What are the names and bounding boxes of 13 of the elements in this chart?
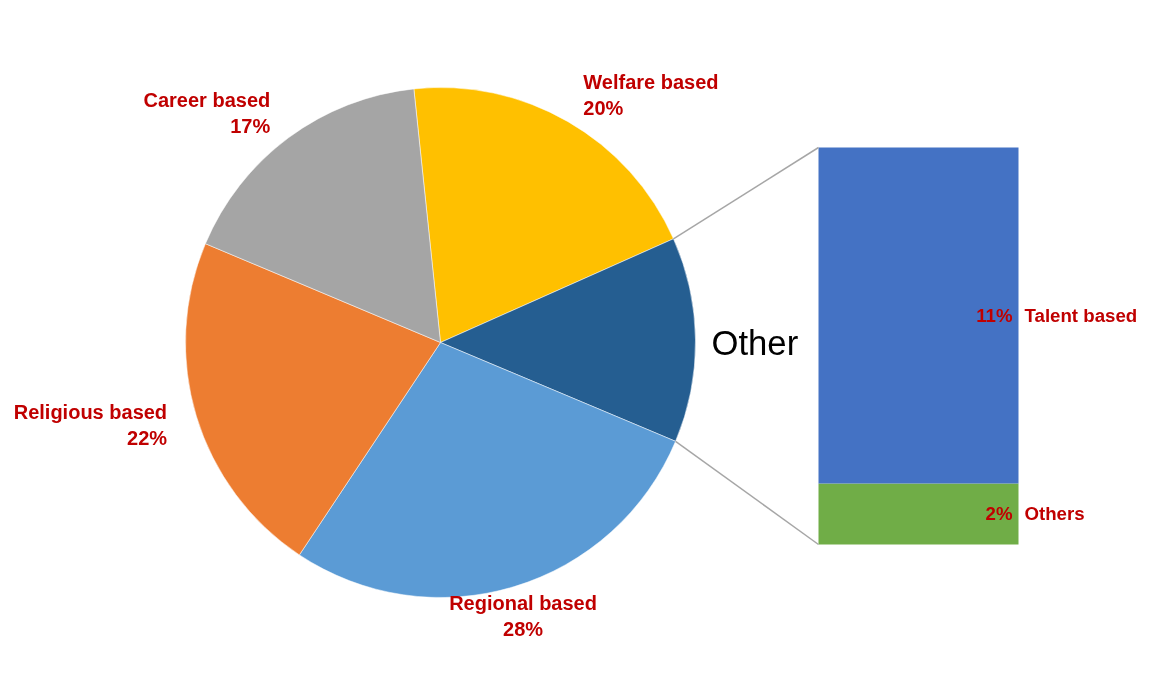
slice-label: Welfare based (583, 70, 719, 93)
data-label: 20% (583, 97, 624, 120)
slice-label: Career based (143, 89, 271, 112)
series-label: Talent based (1024, 304, 1138, 326)
data-label: 17% (230, 115, 271, 138)
data-label: 28% (503, 618, 544, 641)
series-label: Others (1024, 503, 1085, 525)
data-label: 2% (985, 503, 1013, 525)
data-label: 22% (127, 427, 168, 450)
slice-label: Religious based (13, 400, 168, 423)
data-label: 11% (976, 304, 1013, 326)
slice-label: Other (711, 323, 799, 362)
slice-label: Regional based (449, 591, 597, 614)
